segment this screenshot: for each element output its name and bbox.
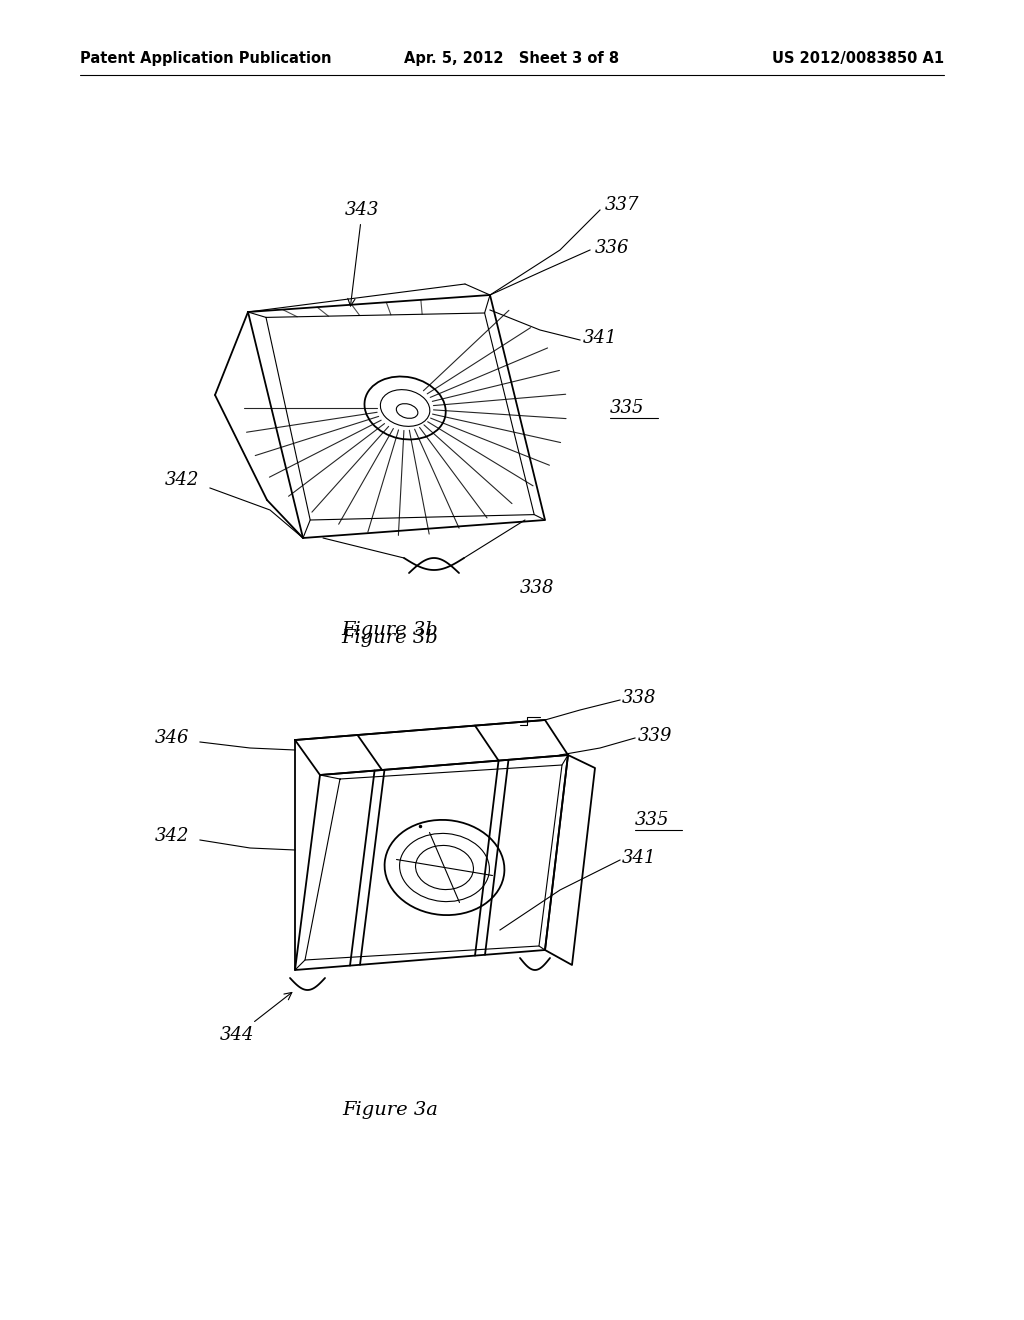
Text: 341: 341 — [583, 329, 617, 347]
Text: 338: 338 — [520, 579, 555, 597]
Text: 346: 346 — [155, 729, 189, 747]
Text: Figure 3a: Figure 3a — [342, 1101, 438, 1119]
Text: Figure 3b: Figure 3b — [342, 620, 438, 639]
Text: US 2012/0083850 A1: US 2012/0083850 A1 — [772, 50, 944, 66]
Text: 344: 344 — [220, 993, 292, 1044]
Text: Figure 3b: Figure 3b — [342, 630, 438, 647]
Text: 343: 343 — [345, 201, 380, 306]
Text: 335: 335 — [635, 810, 670, 829]
Text: Apr. 5, 2012   Sheet 3 of 8: Apr. 5, 2012 Sheet 3 of 8 — [404, 50, 620, 66]
Text: 339: 339 — [638, 727, 673, 744]
Text: 342: 342 — [155, 828, 189, 845]
Text: 342: 342 — [165, 471, 200, 488]
Text: 336: 336 — [595, 239, 630, 257]
Text: 337: 337 — [605, 195, 640, 214]
Text: 335: 335 — [610, 399, 644, 417]
Text: 338: 338 — [622, 689, 656, 708]
Text: 341: 341 — [622, 849, 656, 867]
Text: Patent Application Publication: Patent Application Publication — [80, 50, 332, 66]
